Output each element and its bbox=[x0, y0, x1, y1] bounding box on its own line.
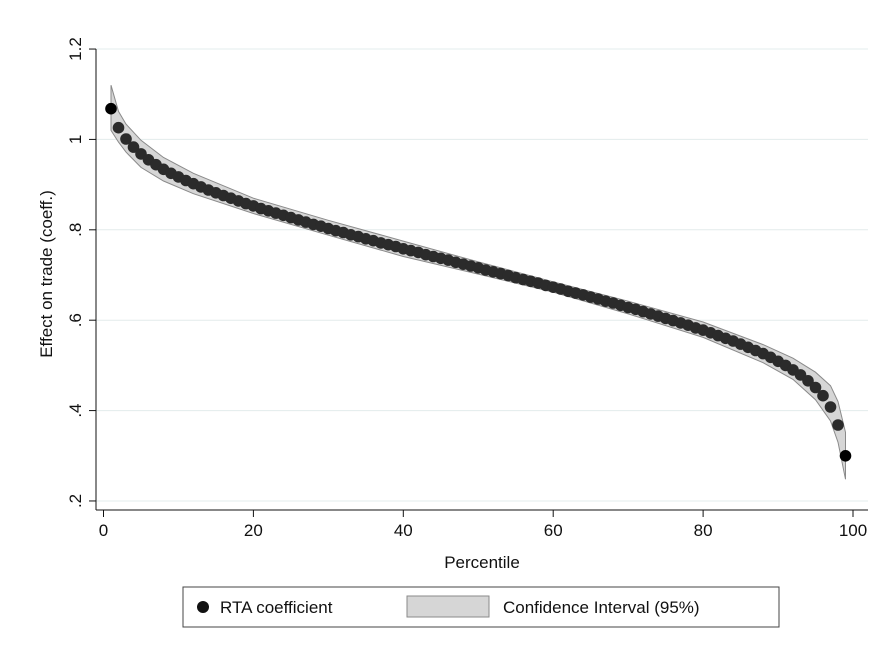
legend-label-rta-coefficient: RTA coefficient bbox=[220, 598, 333, 617]
y-tick-label: .4 bbox=[66, 403, 85, 417]
x-tick-label: 40 bbox=[394, 521, 413, 540]
x-tick-label: 20 bbox=[244, 521, 263, 540]
y-tick-label: .6 bbox=[66, 313, 85, 327]
rta-coefficient-point bbox=[127, 141, 140, 153]
y-axis-title: Effect on trade (coeff.) bbox=[37, 190, 56, 358]
legend-band-swatch bbox=[406, 595, 490, 618]
y-tick-label: .8 bbox=[66, 223, 85, 237]
gridlines bbox=[96, 48, 868, 502]
y-tick-label: .2 bbox=[66, 494, 85, 508]
rta-coefficient-point bbox=[832, 419, 844, 431]
rta-coefficient-points bbox=[105, 102, 852, 462]
legend-point-marker bbox=[197, 601, 209, 613]
x-tick-label: 80 bbox=[694, 521, 713, 540]
x-tick-label: 0 bbox=[99, 521, 108, 540]
x-tick-label: 100 bbox=[839, 521, 867, 540]
confidence-interval-band bbox=[110, 85, 846, 480]
rta-coefficient-point bbox=[824, 401, 837, 413]
x-axis-title: Percentile bbox=[444, 553, 520, 572]
rta-coefficient-point bbox=[809, 381, 822, 394]
y-axis-ticks: .2 .4 .6 .8 1 1.2 bbox=[66, 37, 96, 508]
y-tick-label: 1 bbox=[66, 135, 85, 144]
y-tick-label: 1.2 bbox=[66, 37, 85, 61]
rta-coefficient-point bbox=[105, 102, 117, 115]
legend-label-confidence-interval: Confidence Interval (95%) bbox=[503, 598, 700, 617]
x-tick-label: 60 bbox=[544, 521, 563, 540]
x-axis-ticks: 0 20 40 60 80 100 bbox=[99, 510, 867, 540]
rta-coefficient-point bbox=[839, 450, 852, 462]
rta-coefficient-point bbox=[120, 133, 132, 145]
rta-coefficient-point bbox=[817, 389, 829, 402]
rta-coefficient-point bbox=[802, 375, 814, 387]
legend: RTA coefficient Confidence Interval (95%… bbox=[182, 586, 780, 628]
rta-coefficient-point bbox=[112, 121, 125, 134]
